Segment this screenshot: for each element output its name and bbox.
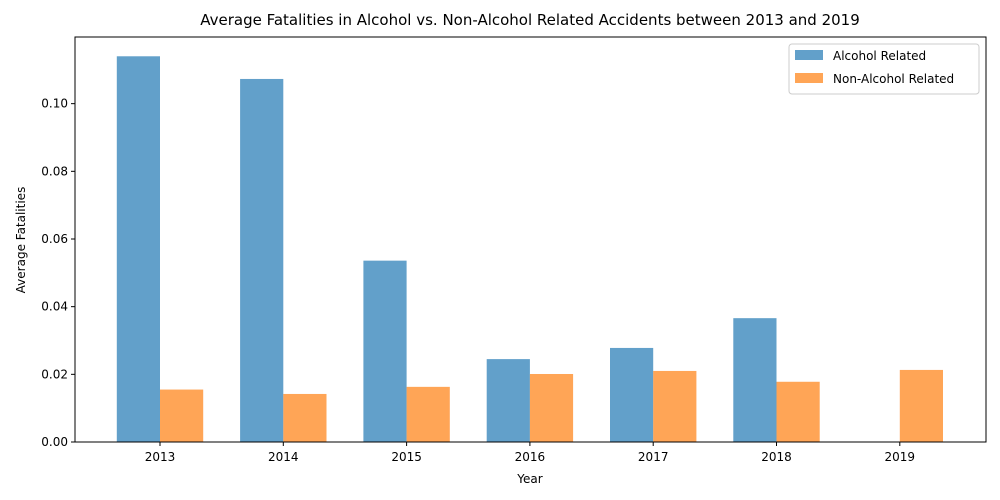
legend-label-non-alcohol: Non-Alcohol Related — [833, 72, 954, 86]
bar-non-alcohol-2014 — [283, 393, 327, 442]
bar-alcohol-2018 — [733, 318, 777, 442]
x-ticks-group: 2013 2014 2015 2016 2017 2018 2019 — [145, 442, 915, 464]
y-tick-label: 0.06 — [41, 232, 68, 246]
x-tick-label: 2015 — [391, 450, 422, 464]
x-tick-label: 2019 — [885, 450, 916, 464]
bar-alcohol-2014 — [240, 78, 284, 442]
bar-non-alcohol-2016 — [529, 373, 574, 442]
x-tick-label: 2016 — [515, 450, 546, 464]
legend-swatch-alcohol — [795, 50, 823, 60]
bar-non-alcohol-2015 — [406, 386, 450, 442]
y-tick-label: 0.04 — [41, 300, 68, 314]
legend-label-alcohol: Alcohol Related — [833, 49, 926, 63]
bar-alcohol-2015 — [363, 260, 407, 442]
x-tick-label: 2014 — [268, 450, 299, 464]
bar-non-alcohol-2013 — [160, 389, 204, 442]
legend: Alcohol Related Non-Alcohol Related — [788, 43, 980, 95]
chart-title: Average Fatalities in Alcohol vs. Non-Al… — [200, 11, 860, 29]
x-tick-label: 2013 — [145, 450, 176, 464]
bars-group — [116, 56, 943, 443]
y-ticks-group: 0.00 0.02 0.04 0.06 0.08 0.10 — [41, 97, 75, 449]
y-tick-label: 0.02 — [41, 367, 68, 381]
legend-frame — [788, 43, 980, 95]
x-axis-label: Year — [516, 472, 542, 486]
bar-alcohol-2013 — [116, 56, 160, 443]
bar-alcohol-2016 — [486, 359, 530, 442]
bar-non-alcohol-2017 — [653, 370, 697, 442]
y-axis-label: Average Fatalities — [14, 187, 28, 294]
legend-swatch-non-alcohol — [795, 73, 823, 83]
bar-alcohol-2017 — [610, 347, 654, 442]
y-tick-label: 0.08 — [41, 164, 68, 178]
x-tick-label: 2017 — [638, 450, 669, 464]
y-tick-label: 0.10 — [41, 97, 68, 111]
plot-frame — [74, 36, 987, 443]
x-tick-label: 2018 — [761, 450, 792, 464]
bar-non-alcohol-2019 — [899, 369, 943, 442]
bar-non-alcohol-2018 — [776, 381, 820, 442]
y-tick-label: 0.00 — [41, 435, 68, 449]
